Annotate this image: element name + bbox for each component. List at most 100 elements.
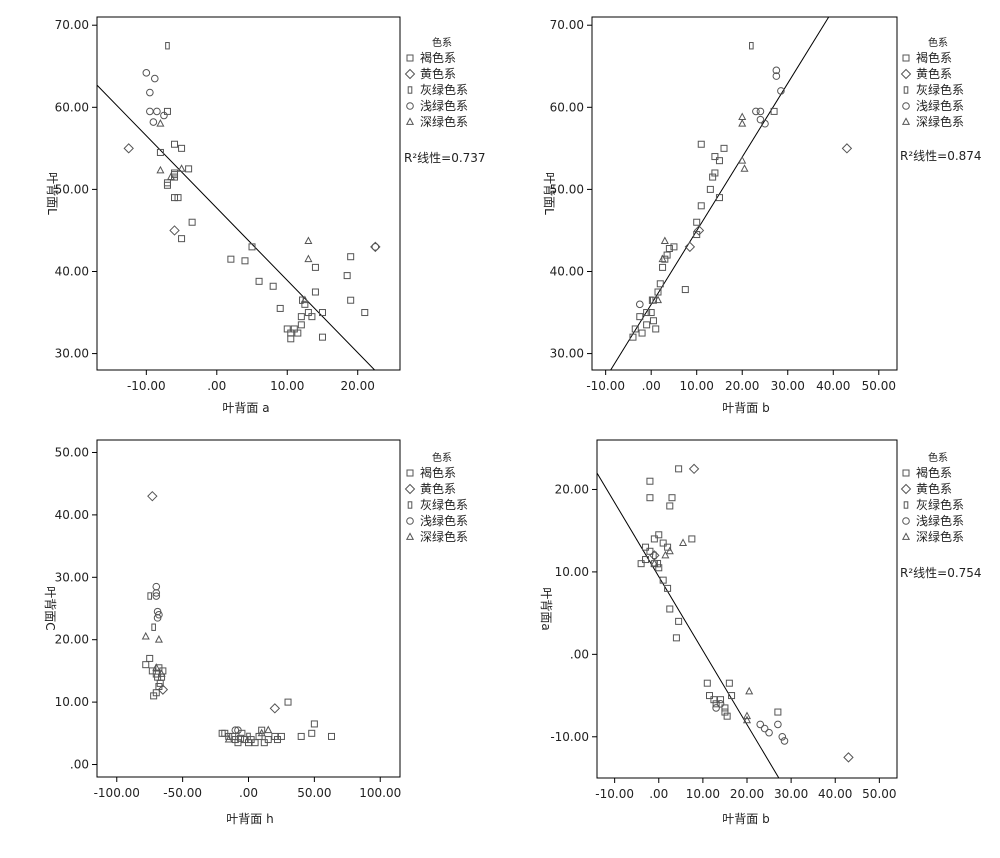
- data-point: [760, 724, 769, 733]
- data-point: [650, 535, 658, 543]
- x-tick-label: 20.00: [730, 787, 764, 801]
- y-tick-label: 20.00: [555, 482, 589, 496]
- data-point: [248, 243, 256, 251]
- data-point: [157, 684, 169, 695]
- data-point: [178, 144, 186, 152]
- data-point: [650, 558, 659, 567]
- x-tick-label: -10.00: [586, 379, 625, 393]
- data-point: [693, 218, 701, 226]
- data-point: [765, 728, 773, 737]
- data-point: [664, 584, 672, 592]
- data-point: [697, 140, 705, 148]
- legend-item-label: 黄色系: [916, 482, 952, 496]
- legend-title: 色系: [432, 36, 452, 49]
- data-point: [752, 107, 760, 116]
- data-point: [780, 737, 789, 745]
- data-point: [371, 243, 380, 251]
- y-tick-label: 60.00: [55, 100, 89, 114]
- data-point: [146, 88, 154, 97]
- y-tick-label: 40.00: [55, 508, 89, 522]
- data-point: [156, 119, 165, 127]
- data-point: [715, 194, 723, 202]
- legend-item-label: 灰绿色系: [916, 497, 964, 512]
- data-point: [772, 66, 781, 75]
- legend-marker: [407, 86, 413, 94]
- legend-item-label: 深绿色系: [916, 114, 964, 129]
- data-point: [269, 703, 281, 714]
- y-tick-label: .00: [70, 758, 89, 772]
- data-point: [649, 317, 657, 325]
- data-point: [659, 576, 667, 584]
- y-tick-label: 50.00: [55, 445, 89, 459]
- r2-annotation: R²线性=0.754: [900, 566, 982, 580]
- data-point: [643, 321, 651, 329]
- x-axis-label: 叶背面 a: [222, 401, 269, 415]
- data-point: [231, 726, 240, 734]
- x-tick-label: 40.00: [816, 379, 850, 393]
- data-point: [171, 140, 179, 148]
- x-axis-label: 叶背面 b: [722, 401, 769, 415]
- r2-annotation: R²线性=0.874: [900, 149, 982, 163]
- data-point: [347, 253, 355, 261]
- legend-marker: [902, 517, 910, 525]
- data-point: [712, 704, 720, 712]
- legend-title: 色系: [432, 451, 452, 464]
- x-tick-label: .00: [649, 787, 668, 801]
- data-point: [703, 679, 711, 687]
- data-point: [711, 153, 719, 161]
- data-point: [742, 715, 752, 724]
- data-point: [666, 502, 674, 510]
- y-tick-label: 40.00: [550, 264, 584, 278]
- data-point: [150, 74, 159, 83]
- x-tick-label: .00: [642, 379, 661, 393]
- data-point: [777, 87, 785, 95]
- data-point: [142, 69, 151, 77]
- data-point: [678, 538, 688, 546]
- plot-frame: [96, 16, 401, 371]
- data-point: [665, 245, 673, 253]
- legend-marker: [901, 532, 911, 540]
- data-point: [178, 235, 186, 243]
- data-point: [169, 225, 180, 236]
- data-point: [246, 732, 251, 741]
- points-layer: [637, 463, 854, 763]
- legend-item-label: 浅绿色系: [420, 98, 468, 113]
- x-axis-label: 叶背面 b: [722, 812, 769, 826]
- data-point: [643, 309, 651, 317]
- data-point: [141, 631, 150, 640]
- legend-item-label: 灰绿色系: [420, 497, 468, 512]
- legend-marker: [900, 68, 912, 80]
- data-point: [710, 696, 718, 704]
- x-tick-label: 30.00: [774, 787, 808, 801]
- data-point: [658, 254, 667, 263]
- data-point: [327, 732, 335, 740]
- x-tick-label: 10.00: [680, 379, 714, 393]
- data-point: [742, 711, 752, 720]
- data-point: [721, 704, 729, 712]
- x-tick-label: -50.00: [163, 786, 202, 800]
- chart-panel-4: -10.00 .00 10.00 20.00 30.00 40.00 50.00 -10.00…: [539, 439, 982, 826]
- y-tick-label: 70.00: [55, 18, 89, 32]
- data-point: [234, 726, 242, 734]
- legend-marker: [406, 517, 414, 525]
- data-point: [756, 107, 765, 116]
- data-point: [304, 309, 312, 317]
- data-point: [304, 236, 313, 245]
- data-point: [142, 661, 150, 669]
- legend-item-label: 浅绿色系: [916, 513, 964, 528]
- y-tick-label: .00: [570, 647, 589, 661]
- x-axis-label: 叶背面 h: [226, 812, 273, 826]
- data-point: [716, 700, 725, 708]
- data-point: [301, 300, 309, 308]
- data-point: [652, 325, 660, 333]
- chart-panel-3: -100.00 -50.00 .00 50.00 100.00 .00 10.00 20.00…: [43, 439, 468, 826]
- y-tick-label: 60.00: [550, 100, 584, 114]
- data-point: [688, 463, 700, 475]
- legend-item-label: 深绿色系: [420, 529, 468, 544]
- data-point: [177, 164, 186, 172]
- points-layer: [123, 42, 381, 343]
- data-point: [297, 321, 305, 329]
- plot-frame: [591, 16, 898, 371]
- legend-item-label: 褐色系: [916, 465, 952, 480]
